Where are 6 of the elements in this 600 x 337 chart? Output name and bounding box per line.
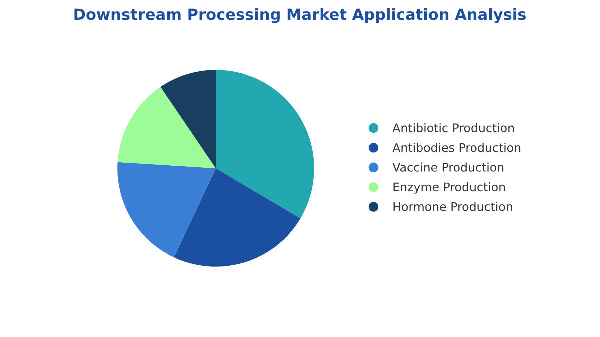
- chart-title: Downstream Processing Market Application Analysis: [74, 8, 526, 24]
- legend-label: Antibiotic Production: [392, 123, 514, 133]
- legend-label: Enzyme Production: [394, 182, 506, 194]
- legend-label: Hormone Production: [394, 202, 512, 212]
- legend-label: Vaccine Production: [392, 162, 504, 172]
- legend-label: Antibodies Production: [392, 143, 521, 152]
